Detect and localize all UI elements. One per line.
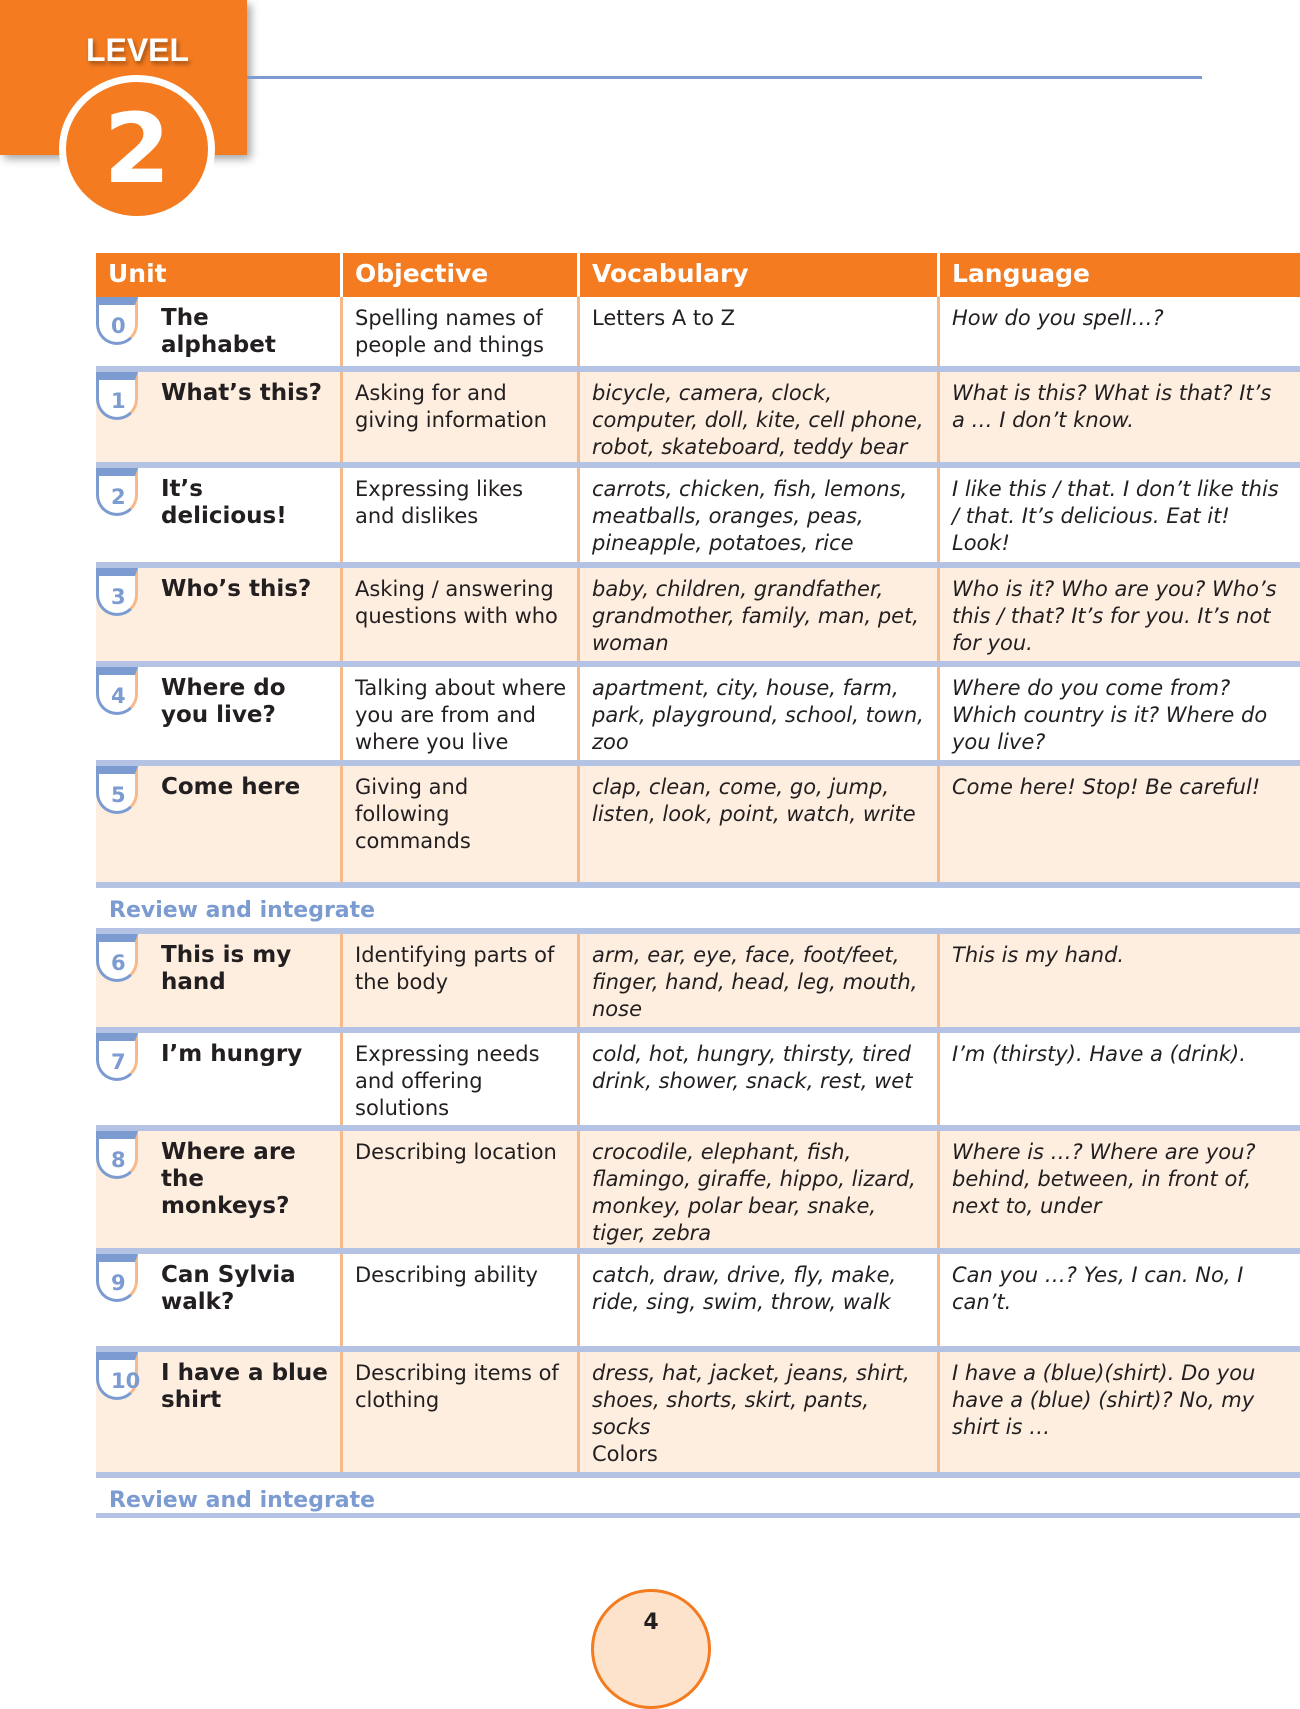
objective-cell: Expressing likes and dislikes bbox=[343, 468, 580, 562]
unit-number-badge: 8 bbox=[96, 1131, 138, 1179]
unit-title: Where do you live? bbox=[96, 667, 343, 760]
unit-number-badge: 6 bbox=[96, 934, 138, 982]
objective-cell: Giving and following commands bbox=[343, 766, 580, 882]
table-row: 4 Where do you live? Talking about where y… bbox=[96, 661, 1300, 760]
objective-cell: Describing ability bbox=[343, 1254, 580, 1346]
vocabulary-cell: crocodile, elephant, fish, flamingo, gir… bbox=[580, 1131, 940, 1248]
vocabulary-text: bicycle, camera, clock, computer, doll, … bbox=[592, 381, 924, 459]
objective-cell: Describing items of clothing bbox=[343, 1352, 580, 1472]
vocabulary-text: catch, draw, drive, fly, make, ride, sin… bbox=[592, 1263, 897, 1314]
unit-number-badge: 0 bbox=[96, 297, 138, 345]
objective-cell: Expressing needs and offering solutions bbox=[343, 1033, 580, 1125]
objective-cell: Asking for and giving information bbox=[343, 372, 580, 462]
vocabulary-cell: baby, children, grandfather, grandmother… bbox=[580, 568, 940, 661]
syllabus-table: Unit Objective Vocabulary Language 0 The … bbox=[96, 253, 1300, 1518]
table-row: 9 Can Sylvia walk? Describing ability catch… bbox=[96, 1248, 1300, 1346]
language-cell: Where is …? Where are you? behind, betwe… bbox=[952, 1140, 1256, 1218]
header-divider bbox=[247, 76, 1202, 79]
unit-number-badge: 10 bbox=[96, 1352, 140, 1400]
table-row: 8 Where are the monkeys? Describing locati… bbox=[96, 1125, 1300, 1248]
unit-title: What’s this? bbox=[96, 372, 343, 462]
objective-cell: Identifying parts of the body bbox=[343, 934, 580, 1027]
review-and-integrate: Review and integrate bbox=[96, 1472, 1300, 1518]
vocabulary-text: baby, children, grandfather, grandmother… bbox=[592, 577, 919, 655]
level-label: LEVEL bbox=[85, 32, 190, 68]
table-row: 0 The alphabet Spelling names of people an… bbox=[96, 297, 1300, 366]
vocabulary-text: carrots, chicken, fish, lemons, meatball… bbox=[592, 477, 908, 555]
level-number: 2 bbox=[59, 75, 215, 223]
vocabulary-cell: dress, hat, jacket, jeans, shirt, shoes,… bbox=[580, 1352, 940, 1472]
header-unit: Unit bbox=[96, 253, 343, 297]
unit-title: The alphabet bbox=[96, 297, 343, 366]
table-row: 2 It’s delicious! Expressing likes and dis… bbox=[96, 462, 1300, 562]
table-row: 10 I have a blue shirt Describing items of… bbox=[96, 1346, 1300, 1472]
unit-number-badge: 7 bbox=[96, 1033, 138, 1081]
vocabulary-text: crocodile, elephant, fish, flamingo, gir… bbox=[592, 1140, 916, 1245]
objective-cell: Talking about where you are from and whe… bbox=[343, 667, 580, 760]
objective-cell: Asking / answering questions with who bbox=[343, 568, 580, 661]
unit-number-badge: 1 bbox=[96, 372, 138, 420]
vocabulary-cell: carrots, chicken, fish, lemons, meatball… bbox=[580, 468, 940, 562]
language-cell: What is this? What is that? It’s a … I d… bbox=[952, 381, 1272, 432]
vocabulary-extra: Colors bbox=[592, 1442, 658, 1466]
unit-title: Where are the monkeys? bbox=[96, 1131, 343, 1248]
table-row: 1 What’s this? Asking for and giving infor… bbox=[96, 366, 1300, 462]
unit-title: Can Sylvia walk? bbox=[96, 1254, 343, 1346]
unit-number-badge: 3 bbox=[96, 568, 138, 616]
vocabulary-text: dress, hat, jacket, jeans, shirt, shoes,… bbox=[592, 1361, 910, 1439]
vocabulary-cell: arm, ear, eye, face, foot/feet, finger, … bbox=[580, 934, 940, 1027]
unit-title: Who’s this? bbox=[96, 568, 343, 661]
vocabulary-cell: catch, draw, drive, fly, make, ride, sin… bbox=[580, 1254, 940, 1346]
language-cell: Where do you come from? Which country is… bbox=[952, 676, 1268, 754]
language-cell: I like this / that. I don’t like this / … bbox=[952, 477, 1279, 555]
table-row: 5 Come here Giving and following commands c… bbox=[96, 760, 1300, 882]
language-cell: This is my hand. bbox=[952, 943, 1125, 967]
objective-cell: Describing location bbox=[343, 1131, 580, 1248]
header-objective: Objective bbox=[343, 253, 580, 297]
vocabulary-cell: clap, clean, come, go, jump, listen, loo… bbox=[580, 766, 940, 882]
table-row: 6 This is my hand Identifying parts of the… bbox=[96, 928, 1300, 1027]
language-cell: Who is it? Who are you? Who’s this / tha… bbox=[952, 577, 1277, 655]
unit-number-badge: 5 bbox=[96, 766, 138, 814]
unit-title: Come here bbox=[96, 766, 343, 882]
vocabulary-text: cold, hot, hungry, thirsty, tired drink,… bbox=[592, 1042, 913, 1093]
table-row: 3 Who’s this? Asking / answering questions… bbox=[96, 562, 1300, 661]
language-cell: I have a (blue)(shirt). Do you have a (b… bbox=[952, 1361, 1256, 1439]
unit-title: I’m hungry bbox=[96, 1033, 343, 1125]
header-vocabulary: Vocabulary bbox=[580, 253, 940, 297]
table-row: 7 I’m hungry Expressing needs and offering… bbox=[96, 1027, 1300, 1125]
unit-title: It’s delicious! bbox=[96, 468, 343, 562]
language-cell: How do you spell…? bbox=[952, 306, 1164, 330]
unit-number-badge: 9 bbox=[96, 1254, 138, 1302]
review-and-integrate: Review and integrate bbox=[96, 882, 1300, 928]
vocabulary-cell: apartment, city, house, farm, park, play… bbox=[580, 667, 940, 760]
unit-title: This is my hand bbox=[96, 934, 343, 1027]
vocabulary-cell: cold, hot, hungry, thirsty, tired drink,… bbox=[580, 1033, 940, 1125]
table-header: Unit Objective Vocabulary Language bbox=[96, 253, 1300, 297]
language-cell: Can you …? Yes, I can. No, I can’t. bbox=[952, 1263, 1244, 1314]
unit-title: I have a blue shirt bbox=[96, 1352, 343, 1472]
page-number: 4 bbox=[591, 1589, 711, 1709]
vocabulary-cell: bicycle, camera, clock, computer, doll, … bbox=[580, 372, 940, 462]
unit-number-badge: 2 bbox=[96, 468, 138, 516]
vocabulary-text: apartment, city, house, farm, park, play… bbox=[592, 676, 924, 754]
vocabulary-text: arm, ear, eye, face, foot/feet, finger, … bbox=[592, 943, 918, 1021]
vocabulary-text: clap, clean, come, go, jump, listen, loo… bbox=[592, 775, 916, 826]
unit-number-badge: 4 bbox=[96, 667, 138, 715]
vocabulary-cell: Letters A to Z bbox=[580, 297, 940, 366]
header-language: Language bbox=[952, 259, 1091, 288]
language-cell: Come here! Stop! Be careful! bbox=[952, 775, 1261, 799]
language-cell: I’m (thirsty). Have a (drink). bbox=[952, 1042, 1246, 1066]
objective-cell: Spelling names of people and things bbox=[343, 297, 580, 366]
